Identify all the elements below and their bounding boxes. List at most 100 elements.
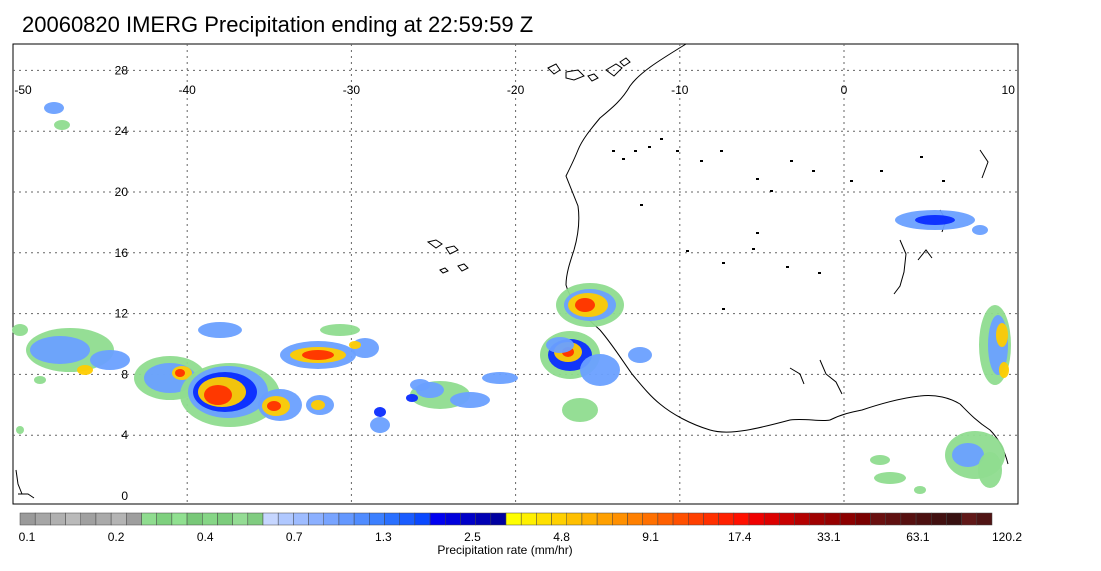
precipitation-cell bbox=[34, 376, 46, 384]
latitude-tick-label: 12 bbox=[115, 307, 129, 321]
colorbar-swatch bbox=[748, 512, 765, 526]
coast-fragment bbox=[756, 178, 759, 180]
colorbar-swatch bbox=[429, 512, 446, 526]
precipitation-cell bbox=[562, 398, 598, 422]
colorbar-tick-label: 120.2 bbox=[991, 530, 1023, 544]
colorbar-swatch bbox=[855, 512, 871, 526]
colorbar-swatch bbox=[95, 512, 112, 526]
precipitation-cell bbox=[996, 323, 1008, 347]
colorbar-swatch bbox=[581, 512, 598, 526]
precipitation-cell bbox=[450, 392, 490, 408]
latitude-tick-label: 20 bbox=[115, 185, 129, 199]
colorbar-swatch bbox=[703, 512, 719, 526]
latitude-labels: 28 24 20 16 12 8 4 0 bbox=[115, 63, 129, 503]
colorbar-swatch bbox=[976, 512, 993, 526]
precipitation-cell bbox=[12, 324, 28, 336]
colorbar-swatch bbox=[110, 512, 127, 526]
colorbar-swatch bbox=[353, 512, 370, 526]
colorbar-swatch bbox=[323, 512, 340, 526]
latitude-tick-label: 28 bbox=[115, 63, 129, 77]
longitude-tick-label: -30 bbox=[343, 83, 361, 97]
colorbar-swatch bbox=[520, 512, 537, 526]
precipitation-cell bbox=[320, 324, 360, 336]
coast-fragment bbox=[612, 150, 615, 152]
coast-fragment bbox=[700, 160, 703, 162]
precipitation-cell bbox=[978, 452, 1002, 488]
coast-fragment bbox=[756, 232, 759, 234]
coastline-fragments bbox=[612, 138, 945, 310]
precipitation-cells bbox=[12, 102, 1011, 494]
colorbar-swatch bbox=[217, 512, 233, 526]
colorbar-tick-label: 0.1 bbox=[18, 530, 36, 544]
colorbar-tick-label: 9.1 bbox=[642, 530, 659, 544]
colorbar-swatch bbox=[369, 512, 385, 526]
precipitation-cell bbox=[870, 455, 890, 465]
colorbar-tick-label: 2.5 bbox=[464, 530, 481, 544]
precipitation-cell bbox=[575, 298, 595, 312]
colorbar-tick-label: 33.1 bbox=[817, 530, 841, 544]
colorbar-tick-label: 0.2 bbox=[107, 530, 125, 544]
coast-fragment bbox=[720, 150, 723, 152]
colorbar-swatch bbox=[19, 512, 36, 526]
precipitation-cell bbox=[44, 102, 64, 114]
colorbar-tick-label: 1.3 bbox=[375, 530, 392, 544]
colorbar-swatch bbox=[156, 512, 173, 526]
colorbar-swatch bbox=[931, 512, 947, 526]
latitude-tick-label: 8 bbox=[121, 367, 128, 381]
precipitation-cell bbox=[90, 350, 130, 370]
precipitation-cell bbox=[349, 341, 361, 349]
colorbar-swatch bbox=[414, 512, 431, 526]
lat-lon-grid bbox=[13, 44, 1018, 504]
coast-fragment bbox=[812, 170, 815, 172]
colorbar-swatch bbox=[490, 512, 507, 526]
colorbar-swatch bbox=[657, 512, 674, 526]
coast-fragment bbox=[640, 204, 643, 206]
map-title: 20060820 IMERG Precipitation ending at 2… bbox=[22, 12, 534, 37]
precipitation-cell bbox=[374, 407, 386, 417]
colorbar-swatch bbox=[779, 512, 795, 526]
colorbar-swatch bbox=[566, 512, 583, 526]
latitude-tick-label: 16 bbox=[115, 246, 129, 260]
colorbar-swatch bbox=[475, 512, 492, 526]
colorbar-swatch bbox=[718, 512, 735, 526]
coast-fragment bbox=[660, 138, 663, 140]
precipitation-cell bbox=[54, 120, 70, 130]
latitude-tick-label: 24 bbox=[115, 124, 129, 138]
latitude-tick-label: 4 bbox=[121, 428, 128, 442]
colorbar-swatch bbox=[65, 512, 81, 526]
colorbar-swatch bbox=[688, 512, 704, 526]
colorbar-swatch bbox=[885, 512, 902, 526]
coast-fragment bbox=[850, 180, 853, 182]
colorbar-tick-label: 17.4 bbox=[728, 530, 752, 544]
precipitation-cell bbox=[175, 369, 185, 377]
colorbar-swatch bbox=[338, 512, 355, 526]
coast-fragment bbox=[752, 248, 755, 250]
coast-fragment bbox=[786, 266, 789, 268]
precipitation-cell bbox=[628, 347, 652, 363]
colorbar-swatch bbox=[277, 512, 294, 526]
precipitation-cell bbox=[370, 417, 390, 433]
precipitation-cell bbox=[311, 400, 325, 410]
latitude-tick-label: 0 bbox=[121, 489, 128, 503]
colorbar-swatch bbox=[642, 512, 659, 526]
colorbar-swatch bbox=[824, 512, 841, 526]
coast-fragment bbox=[686, 250, 689, 252]
colorbar-swatch bbox=[293, 512, 309, 526]
coast-fragment bbox=[790, 160, 793, 162]
coast-fragment bbox=[676, 150, 679, 152]
colorbar-swatch bbox=[186, 512, 203, 526]
colorbar-swatch bbox=[596, 512, 613, 526]
coast-fragment bbox=[770, 190, 773, 192]
colorbar bbox=[19, 512, 993, 526]
longitude-tick-label: 0 bbox=[841, 83, 848, 97]
coast-fragment bbox=[622, 158, 625, 160]
colorbar-swatch bbox=[794, 512, 810, 526]
precipitation-cell bbox=[77, 365, 93, 375]
precipitation-cell bbox=[302, 350, 334, 360]
longitude-labels: -50 -40 -30 -20 -10 0 10 bbox=[14, 83, 1015, 97]
precipitation-cell bbox=[874, 472, 906, 484]
colorbar-swatch bbox=[34, 512, 51, 526]
precipitation-cell bbox=[30, 336, 90, 364]
precipitation-cell bbox=[267, 401, 281, 411]
